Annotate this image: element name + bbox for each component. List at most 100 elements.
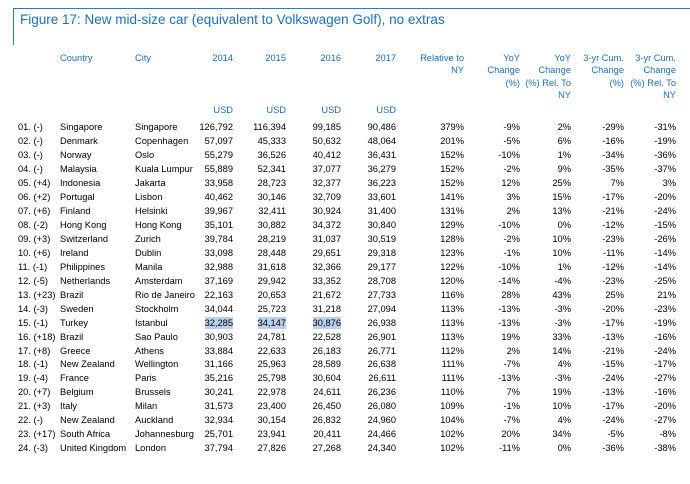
cell-value: 39,967 <box>204 205 233 216</box>
cell-value: 36,431 <box>367 149 396 160</box>
cell-value: -10% <box>498 149 520 160</box>
cell-value: 21% <box>657 289 676 300</box>
column-header: Change <box>643 65 676 76</box>
cell-value: -20% <box>654 191 676 202</box>
column-header: YoY <box>554 53 571 63</box>
cell-value: -1% <box>503 247 520 258</box>
column-header: (%) Rel. To <box>630 77 676 88</box>
cell-value: 34,044 <box>204 303 233 314</box>
cell-value: 55,889 <box>204 163 233 174</box>
cell-value: 48,064 <box>367 135 396 146</box>
cell-value: -37% <box>654 163 676 174</box>
rank: 16. (+18) <box>18 331 56 342</box>
rank: 17. (+8) <box>18 345 51 356</box>
rank: 08. (-2) <box>18 219 48 230</box>
cell-value: 35,101 <box>204 219 233 230</box>
cell-value: -5% <box>503 135 520 146</box>
cell-value: 33,352 <box>312 275 341 286</box>
cell-value: 126,792 <box>199 122 233 132</box>
cell-value: 2% <box>506 345 520 356</box>
cell-value: 24,466 <box>367 429 396 440</box>
city: London <box>135 443 167 454</box>
cell-value: 39,784 <box>204 233 233 244</box>
cell-value: 36,223 <box>367 177 396 188</box>
cell-value: 31,218 <box>312 303 341 314</box>
cell-value: 26,080 <box>367 401 396 412</box>
column-header: 3-yr Cum. <box>635 53 676 63</box>
cell-value: 27,733 <box>367 289 396 300</box>
rank: 11. (-1) <box>18 261 48 272</box>
city: Lisbon <box>135 191 163 202</box>
country: Denmark <box>60 135 98 146</box>
column-header: (%) <box>505 77 520 88</box>
cell-value: 7% <box>506 387 520 398</box>
cell-value: 13% <box>552 205 571 216</box>
cell-value: 30,241 <box>204 387 233 398</box>
city: Brussels <box>135 387 171 398</box>
cell-value: -13% <box>498 303 520 314</box>
city: Milan <box>135 401 158 412</box>
cell-value: -11% <box>498 443 520 454</box>
cell-value: 24,340 <box>367 443 396 454</box>
country: Turkey <box>60 317 89 328</box>
rank: 21. (+3) <box>18 401 51 412</box>
cell-value: 29,318 <box>367 247 396 258</box>
cell-value: 113% <box>440 303 464 314</box>
country: Norway <box>60 149 92 160</box>
cell-value: 26,638 <box>367 359 396 370</box>
country: Finland <box>60 205 91 216</box>
cell-value: 30,876 <box>312 316 341 329</box>
rank: 15. (-1) <box>18 317 48 328</box>
country: Switzerland <box>60 233 109 244</box>
cell-value: -15% <box>602 359 624 370</box>
cell-value: -7% <box>503 359 520 370</box>
column-header: Relative to <box>420 53 464 63</box>
country: France <box>60 373 89 384</box>
country: Malaysia <box>60 163 97 174</box>
cell-value: 31,573 <box>204 401 233 412</box>
cell-value: 123% <box>440 247 464 258</box>
column-header: 3-yr Cum. <box>583 53 624 63</box>
cell-value: -10% <box>498 261 520 272</box>
country: New Zealand <box>60 359 115 370</box>
cell-value: 6% <box>557 135 571 146</box>
cell-value: -11% <box>602 247 624 258</box>
rank: 09. (+3) <box>18 233 51 244</box>
cell-value: 24,960 <box>367 415 396 426</box>
cell-value: -29% <box>602 122 624 132</box>
cell-value: -2% <box>503 163 520 174</box>
cell-value: 12% <box>501 177 520 188</box>
cell-value: 43% <box>552 289 571 300</box>
rank: 22. (-) <box>18 415 43 426</box>
cell-value: -31% <box>654 122 676 132</box>
cell-value: 102% <box>440 443 464 454</box>
cell-value: 102% <box>440 429 464 440</box>
country: New Zealand <box>60 415 115 426</box>
cell-value: -24% <box>602 373 624 384</box>
cell-value: -10% <box>498 219 520 230</box>
cell-value: -20% <box>654 401 676 412</box>
cell-value: 28,448 <box>257 247 286 258</box>
cell-value: -14% <box>654 261 676 272</box>
city: Paris <box>135 373 157 384</box>
cell-value: -8% <box>659 429 676 440</box>
cell-value: 22,978 <box>257 387 286 398</box>
cell-value: 9% <box>557 163 571 174</box>
city: Athens <box>135 345 164 356</box>
country: Indonesia <box>60 177 101 188</box>
cell-value: -16% <box>654 387 676 398</box>
rank: 06. (+2) <box>18 191 51 202</box>
cell-value: 45,333 <box>257 135 286 146</box>
column-header: NY <box>451 65 464 76</box>
column-header: 2015 <box>265 53 286 63</box>
cell-value: -26% <box>654 233 676 244</box>
cell-value: -34% <box>602 149 624 160</box>
city: Istanbul <box>135 317 168 328</box>
rank: 24. (-3) <box>18 443 48 454</box>
cell-value: 22,163 <box>204 289 233 300</box>
cell-value: 20,411 <box>313 429 341 440</box>
column-header: NY <box>663 89 676 100</box>
column-header: Change <box>538 65 571 76</box>
cell-value: 14% <box>552 345 571 356</box>
